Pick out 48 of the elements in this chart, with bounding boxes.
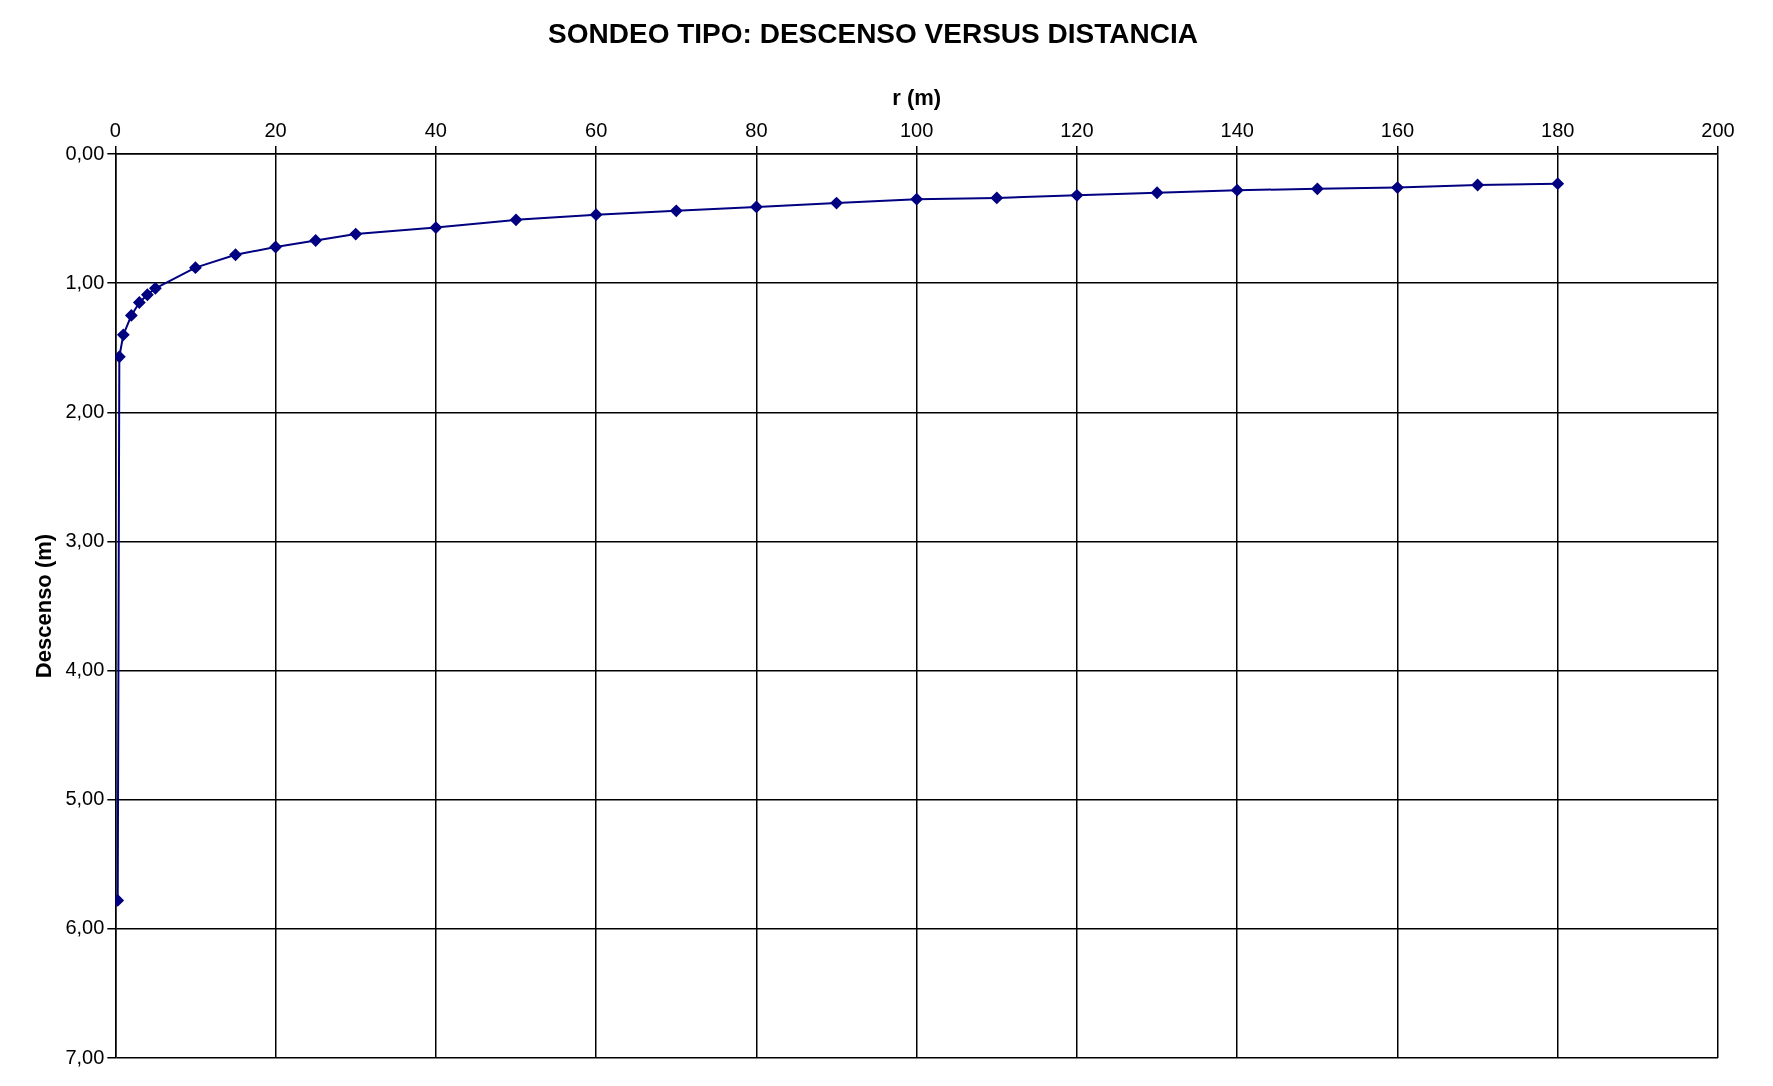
point [349, 228, 362, 241]
point [1231, 184, 1244, 197]
point [750, 200, 763, 213]
point [429, 221, 442, 234]
point [149, 282, 162, 295]
x-tick-label: 200 [1701, 118, 1735, 141]
y-tick-label: 7,00 [65, 1045, 105, 1068]
point [1151, 186, 1164, 199]
y-tick-label: 5,00 [65, 787, 105, 810]
point [1391, 181, 1404, 194]
point [910, 193, 923, 206]
x-tick-label: 120 [1060, 118, 1094, 141]
point [141, 288, 154, 301]
y-tick-label: 3,00 [65, 528, 105, 551]
x-tick-label: 100 [899, 118, 934, 141]
point [117, 328, 130, 341]
point [509, 213, 522, 226]
point [990, 191, 1003, 204]
x-axis-title: r (m) [892, 84, 942, 110]
x-tick-label: 0 [109, 118, 121, 141]
point [115, 350, 126, 363]
point [309, 234, 322, 247]
point [830, 197, 843, 210]
x-tick-label: 160 [1380, 118, 1415, 141]
point [133, 296, 146, 309]
x-tick-label: 140 [1220, 118, 1254, 141]
point [590, 208, 603, 221]
y-tick-label: 2,00 [65, 399, 105, 422]
x-tick-label: 60 [585, 118, 608, 141]
y-tick-label: 6,00 [65, 916, 105, 939]
point [1471, 178, 1484, 191]
point [229, 248, 242, 261]
point [269, 240, 282, 253]
chart-title: SONDEO TIPO: DESCENSO VERSUS DISTANCIA [548, 17, 1198, 49]
y-axis-title: Descenso (m) [31, 533, 57, 679]
point [670, 204, 683, 217]
point [1311, 182, 1324, 195]
x-tick-label: 80 [745, 118, 768, 141]
point [1070, 189, 1083, 202]
x-tick-label: 40 [424, 118, 447, 141]
x-tick-label: 180 [1541, 118, 1575, 141]
y-tick-label: 4,00 [65, 658, 105, 681]
point [189, 261, 202, 274]
y-tick-label: 0,00 [65, 141, 105, 164]
point [1551, 177, 1564, 190]
point [125, 309, 138, 322]
x-tick-label: 20 [264, 118, 287, 141]
y-tick-label: 1,00 [65, 270, 105, 293]
